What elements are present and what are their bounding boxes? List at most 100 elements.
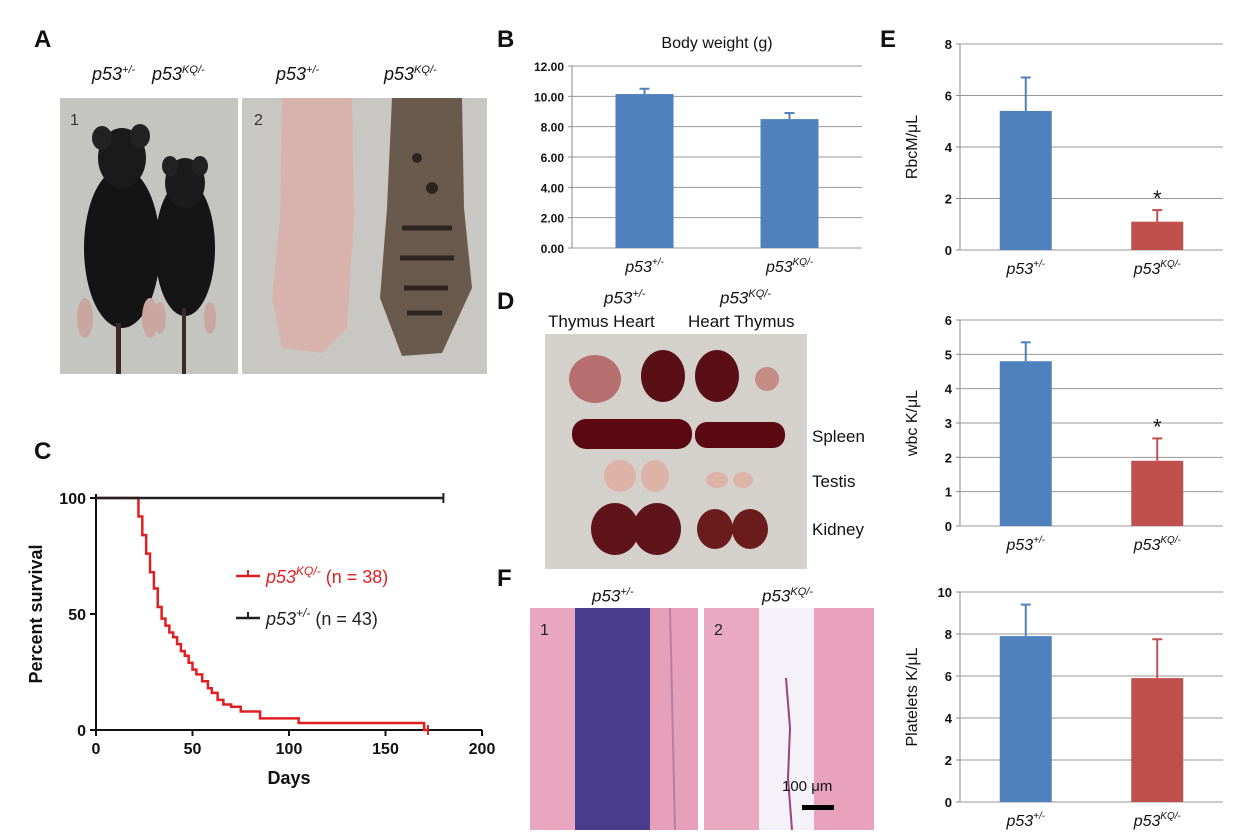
- y-tick-label: 2: [945, 450, 952, 465]
- body-weight-chart: 0.00 2.00 4.00 6.00 8.00 10.00 12.00 p53+/- p53K…: [510, 28, 875, 278]
- y-tick-label: 2: [945, 753, 952, 768]
- category-label-sup: +/-: [1033, 811, 1046, 822]
- survival-chart: 0 50 100 0 50 100 150 200 Days Percent survival p5…: [20, 470, 500, 800]
- y-tick-label: 2.00: [541, 212, 565, 226]
- category-label-sup: KQ/-: [793, 257, 814, 268]
- legend-label-sup: +/-: [296, 606, 310, 620]
- panel-d-columns-right: Heart Thymus: [688, 312, 795, 331]
- y-tick-label: 6.00: [541, 151, 565, 165]
- significance-asterisk: *: [1153, 414, 1162, 439]
- bar: [999, 636, 1052, 802]
- y-axis-label: Percent survival: [26, 544, 46, 683]
- y-tick-label: 4: [945, 140, 953, 155]
- category-label: p53KQ/-: [1133, 811, 1182, 830]
- category-label-sup: +/-: [1033, 535, 1046, 546]
- legend-label-sup: KQ/-: [296, 564, 321, 578]
- category-label: p53KQ/-: [1133, 259, 1182, 278]
- mouse-whole-body-photo: 1: [60, 98, 238, 374]
- histology-number-1: 1: [540, 622, 549, 639]
- category-label-sup: +/-: [652, 257, 665, 268]
- legend-label-count: (n = 38): [321, 567, 389, 587]
- category-label: p53KQ/-: [765, 257, 814, 276]
- y-axis-label: RbcM/μL: [904, 115, 921, 179]
- legend-label: p53+/- (n = 43): [265, 606, 378, 629]
- category-label-base: p53: [1133, 261, 1161, 278]
- bar: [615, 94, 674, 248]
- organ-label-kidney: Kidney: [812, 520, 864, 539]
- chart-title: Body weight (g): [661, 35, 772, 52]
- category-label: p53+/-: [1005, 535, 1045, 554]
- legend-label-count: (n = 43): [310, 609, 378, 629]
- y-tick-label: 12.00: [534, 60, 564, 74]
- category-label: p53KQ/-: [1133, 535, 1182, 554]
- y-tick-label: 0.00: [541, 242, 565, 256]
- panel-a-label-ko-2: p53KQ/-: [384, 64, 437, 85]
- bar: [999, 110, 1052, 250]
- histology-photo-wt: 1: [530, 608, 698, 830]
- y-tick-label: 4: [945, 382, 953, 397]
- genotype-name: p53: [592, 586, 621, 606]
- mouse-silhouettes: [77, 124, 216, 374]
- y-tick-label: 0: [77, 723, 86, 740]
- panel-label-e: E: [880, 26, 897, 53]
- category-label-base: p53: [624, 259, 652, 276]
- panel-a-label-ko-1: p53KQ/-: [152, 64, 205, 85]
- bar: [999, 361, 1052, 526]
- category-label-sup: KQ/-: [1160, 535, 1181, 546]
- legend-label: p53KQ/- (n = 38): [265, 564, 388, 587]
- genotype-name: p53: [384, 64, 415, 84]
- histology-number-2: 2: [714, 622, 723, 639]
- x-tick-label: 100: [276, 741, 303, 758]
- bar: [1131, 221, 1184, 250]
- histology-ko-shapes: [704, 608, 874, 830]
- y-tick-label: 10.00: [534, 90, 564, 104]
- x-tick-label: 200: [469, 741, 496, 758]
- panel-f-label-wt: p53+/-: [592, 586, 634, 607]
- x-tick-label: 150: [372, 741, 399, 758]
- y-tick-label: 5: [945, 347, 952, 362]
- y-tick-label: 6: [945, 669, 952, 684]
- category-label: p53+/-: [1005, 811, 1045, 830]
- organ-photo: [545, 334, 807, 569]
- panel-f-label-ko: p53KQ/-: [762, 586, 813, 607]
- category-label-base: p53: [765, 259, 793, 276]
- category-label-sup: +/-: [1033, 259, 1046, 270]
- y-tick-label: 8: [945, 627, 952, 642]
- bar: [1131, 460, 1184, 526]
- organ-label-testis: Testis: [812, 472, 856, 491]
- foot-shapes: [272, 98, 472, 356]
- category-label-base: p53: [1005, 261, 1033, 278]
- histology-wt-shapes: [530, 608, 698, 830]
- genotype-name: p53: [762, 586, 791, 606]
- panel-label-a: A: [34, 26, 52, 53]
- category-label: p53+/-: [624, 257, 664, 276]
- x-tick-label: 0: [92, 741, 101, 758]
- legend-label-base: p53: [265, 609, 296, 629]
- category-label-base: p53: [1005, 813, 1033, 830]
- y-tick-label: 3: [945, 416, 952, 431]
- legend-label-base: p53: [265, 567, 296, 587]
- genotype-name: p53: [276, 64, 307, 84]
- genotype-sup: +/-: [306, 64, 320, 76]
- panel-label-b: B: [497, 26, 515, 53]
- mouse-foot-photo: 2: [242, 98, 487, 374]
- y-tick-label: 1: [945, 485, 952, 500]
- y-tick-label: 8.00: [541, 121, 565, 135]
- y-tick-label: 4.00: [541, 181, 565, 195]
- y-tick-label: 6: [945, 313, 952, 328]
- category-label-sup: KQ/-: [1160, 811, 1181, 822]
- category-label-sup: KQ/-: [1160, 259, 1181, 270]
- photo-number-1: 1: [70, 112, 79, 129]
- panel-a-label-wt-1: p53+/-: [92, 64, 135, 85]
- panel-label-c: C: [34, 438, 52, 465]
- y-tick-label: 0: [945, 243, 952, 258]
- genotype-name: p53: [92, 64, 123, 84]
- y-axis-label: wbc K/μL: [904, 390, 921, 457]
- x-axis-label: Days: [267, 768, 310, 788]
- panel-a-label-wt-2: p53+/-: [276, 64, 319, 85]
- category-label: p53+/-: [1005, 259, 1045, 278]
- genotype-sup: KQ/-: [414, 64, 437, 76]
- y-tick-label: 10: [938, 585, 952, 600]
